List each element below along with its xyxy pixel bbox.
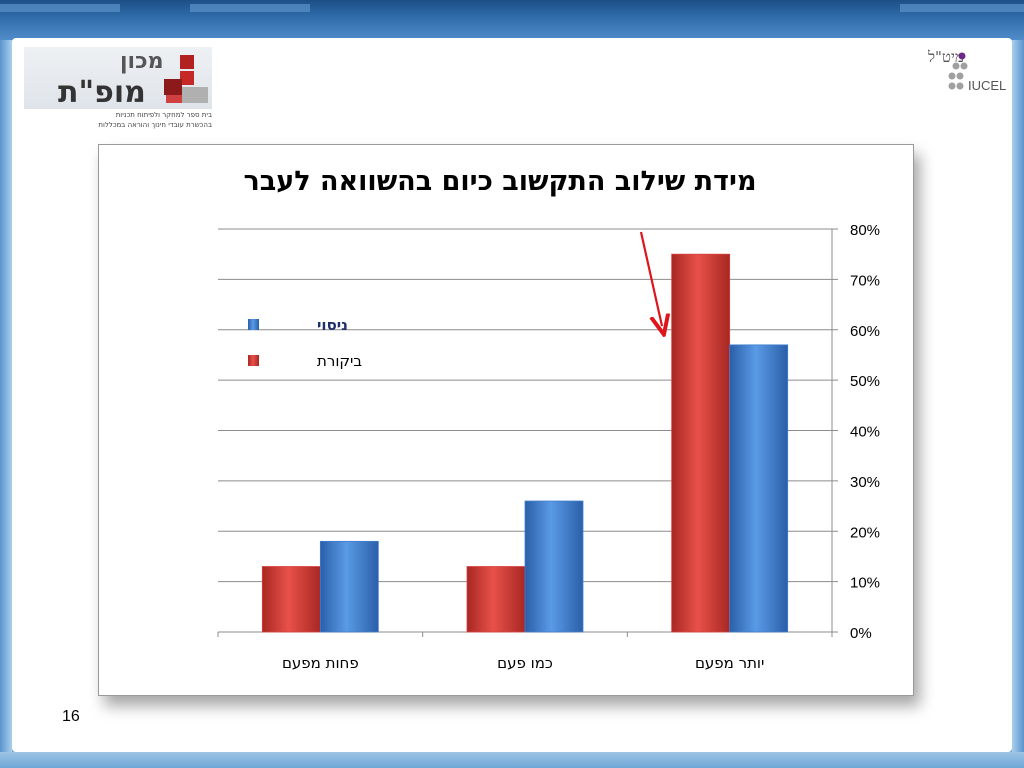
y-tick-label: 40%	[850, 424, 880, 441]
bar-control	[466, 566, 526, 633]
y-tick-label: 20%	[850, 524, 880, 541]
y-tick-label: 50%	[850, 373, 880, 390]
iucel-dots-icon	[948, 52, 968, 90]
bar-experiment	[729, 344, 789, 633]
top-stripe	[190, 4, 310, 12]
x-category-label: פחות מפעם	[282, 654, 359, 672]
y-tick-label: 80%	[850, 222, 880, 239]
mofet-logo-line1: מכון	[120, 49, 164, 74]
slide-top-border	[0, 0, 1024, 40]
slide-bottom-border	[0, 752, 1024, 768]
x-category-label: יותר מפעם	[695, 654, 764, 672]
bar-control	[671, 253, 731, 633]
bar-experiment	[524, 500, 584, 633]
mofet-blocks-icon	[164, 55, 208, 103]
legend: ניסוי ביקורת	[248, 316, 362, 370]
page-number: 16	[62, 708, 80, 725]
bar-control	[261, 566, 321, 633]
mofet-logo: מכון מופ"ת בית ספר למחקר ולפיתוח תכניות …	[24, 47, 212, 133]
y-tick-label: 30%	[850, 474, 880, 491]
mofet-logo-subtitle1: בית ספר למחקר ולפיתוח תכניות	[115, 111, 212, 119]
legend-swatch	[248, 355, 259, 366]
annotation-arrow	[639, 231, 662, 326]
iucel-logo-english: IUCEL	[968, 78, 1007, 93]
bar-experiment	[319, 540, 379, 633]
x-category-label: כמו פעם	[497, 654, 553, 672]
top-stripe	[0, 4, 120, 12]
slide-left-border	[0, 40, 12, 752]
chart-title: מידת שילוב התקשוב כיום בהשוואה לעבר	[243, 166, 757, 197]
mofet-logo-subtitle2: בהכשרת עובדי חינוך והוראה במכללות	[98, 121, 212, 129]
iucel-logo-hebrew: מיט"ל	[928, 48, 964, 66]
y-tick-label: 10%	[850, 575, 880, 592]
mofet-logo-line2: מופ"ת	[58, 75, 146, 110]
axis-labels: 0% 10% 20% 30% 40% 50% 60% 70% 80% פחות מפעם כמו פ…	[282, 222, 880, 672]
legend-swatch	[248, 319, 259, 330]
y-tick-label: 0%	[850, 625, 872, 642]
legend-label: ניסוי	[317, 316, 348, 334]
y-tick-label: 60%	[850, 323, 880, 340]
bars	[261, 253, 789, 633]
y-tick-label: 70%	[850, 272, 880, 289]
top-stripe	[900, 4, 1024, 12]
slide-right-border	[1012, 40, 1024, 752]
legend-label: ביקורת	[317, 352, 362, 370]
iucel-logo: מיט"ל IUCEL	[928, 48, 1007, 104]
